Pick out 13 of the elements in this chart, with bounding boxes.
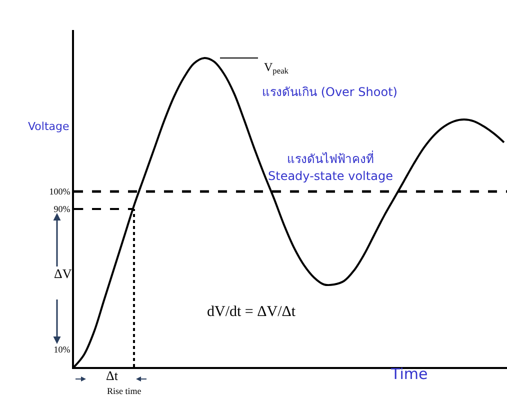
annotation: V$_{peak}$: [264, 60, 290, 76]
annotation: Steady-state voltage: [268, 169, 393, 183]
annotation: แรงดันเกิน (Over Shoot): [262, 85, 398, 99]
y-tick-label: 100%: [49, 186, 71, 197]
y-axis-title: Voltage: [28, 120, 70, 133]
text: Δt: [106, 368, 118, 383]
y-tick-label: 90%: [54, 204, 71, 214]
text: Rise time: [107, 386, 142, 396]
y-tick-label: 10%: [54, 344, 71, 355]
annotation: dV/dt = ΔV/Δt: [207, 304, 296, 320]
annotation: แรงดันไฟฟ้าคงที่: [287, 150, 374, 166]
x-axis-title: Time: [390, 365, 428, 383]
text: ΔV: [54, 266, 72, 281]
